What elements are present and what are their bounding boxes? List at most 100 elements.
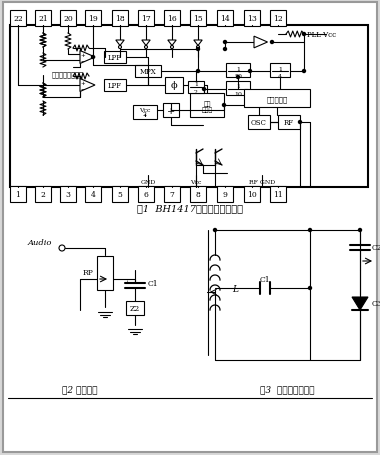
Circle shape [249, 71, 252, 73]
Polygon shape [254, 37, 268, 49]
Bar [10, 187, 26, 202]
Text: RF: RF [284, 119, 294, 127]
Bar [112, 187, 128, 202]
Text: +: + [80, 53, 85, 58]
Bar [244, 90, 310, 108]
Text: C2: C2 [372, 243, 380, 252]
Text: PLL Vcc: PLL Vcc [307, 31, 337, 39]
Text: LPF: LPF [108, 82, 122, 90]
Bar [35, 11, 51, 27]
Text: LPF: LPF [108, 54, 122, 62]
Text: MPX: MPX [139, 68, 157, 76]
Text: 图1  BH1417内部结构及引脚图: 图1 BH1417内部结构及引脚图 [137, 204, 243, 213]
Polygon shape [80, 51, 95, 64]
Text: RP: RP [82, 268, 93, 276]
Bar [112, 11, 128, 27]
Bar [188, 82, 204, 94]
Text: Vcc: Vcc [139, 107, 151, 112]
Bar [217, 187, 233, 202]
Text: 相位: 相位 [203, 101, 211, 106]
Circle shape [223, 41, 226, 45]
Circle shape [302, 33, 306, 36]
Text: 6: 6 [144, 191, 149, 198]
Text: 1: 1 [194, 82, 198, 87]
Circle shape [223, 104, 225, 107]
Circle shape [203, 88, 206, 91]
Text: 16: 16 [167, 15, 177, 23]
Text: 检波器: 检波器 [201, 107, 213, 112]
Bar [60, 11, 76, 27]
Text: −: − [80, 58, 85, 63]
Bar [138, 187, 154, 202]
Bar [278, 116, 300, 130]
Text: 21: 21 [38, 15, 48, 23]
Text: 1: 1 [16, 191, 21, 198]
Text: ϕ: ϕ [171, 81, 177, 90]
Text: 图3  压控振荡器电路: 图3 压控振荡器电路 [260, 384, 314, 394]
Text: 50: 50 [234, 73, 242, 78]
Text: Z2: Z2 [130, 304, 140, 312]
Text: 14: 14 [220, 15, 230, 23]
Text: 图2 限幅电路: 图2 限幅电路 [62, 384, 98, 394]
Circle shape [309, 287, 312, 290]
Bar [97, 257, 113, 290]
Text: 程序计数器: 程序计数器 [266, 95, 288, 103]
Bar [138, 11, 154, 27]
Text: C1: C1 [260, 275, 270, 283]
Bar [244, 11, 260, 27]
Text: 2: 2 [41, 191, 46, 198]
Bar [10, 26, 368, 187]
Bar [104, 52, 126, 64]
Bar [226, 64, 250, 78]
Text: 5: 5 [117, 191, 122, 198]
Bar [270, 187, 286, 202]
Text: Audio: Audio [28, 238, 52, 247]
Circle shape [214, 229, 217, 232]
Polygon shape [352, 298, 368, 310]
Bar [35, 187, 51, 202]
Text: 9: 9 [223, 191, 228, 198]
Text: 10: 10 [247, 191, 257, 198]
Bar [104, 80, 126, 92]
Circle shape [171, 46, 174, 50]
Bar [190, 187, 206, 202]
Text: 12: 12 [273, 15, 283, 23]
Text: +: + [167, 106, 175, 115]
Bar [85, 11, 101, 27]
Text: Vcc: Vcc [190, 179, 202, 184]
Text: +: + [80, 81, 85, 86]
Text: OSC: OSC [251, 119, 267, 127]
Bar [217, 11, 233, 27]
Bar [164, 11, 180, 27]
Text: 放加重和限幅电路: 放加重和限幅电路 [52, 70, 84, 78]
Circle shape [92, 56, 95, 59]
Bar [270, 64, 290, 78]
Circle shape [302, 71, 306, 73]
Text: 1: 1 [236, 66, 240, 71]
Polygon shape [142, 41, 150, 46]
Circle shape [223, 48, 226, 51]
Text: 1: 1 [278, 66, 282, 71]
Text: 4: 4 [90, 191, 95, 198]
Text: L: L [232, 284, 238, 293]
Text: +: + [124, 279, 130, 284]
Text: RF GND: RF GND [249, 179, 275, 184]
Bar [270, 11, 286, 27]
Text: 15: 15 [193, 15, 203, 23]
Polygon shape [194, 41, 202, 46]
Circle shape [358, 229, 361, 232]
Bar [133, 106, 157, 120]
Bar [165, 78, 183, 94]
Text: 11: 11 [273, 191, 283, 198]
Text: C1: C1 [148, 279, 158, 288]
Text: 17: 17 [141, 15, 151, 23]
Circle shape [196, 46, 200, 50]
Polygon shape [80, 79, 95, 92]
Circle shape [196, 71, 200, 73]
Circle shape [271, 41, 274, 45]
Circle shape [144, 46, 147, 50]
Circle shape [299, 121, 301, 124]
Text: 22: 22 [13, 15, 23, 23]
Text: 2: 2 [143, 112, 147, 117]
Text: GND: GND [140, 179, 156, 184]
